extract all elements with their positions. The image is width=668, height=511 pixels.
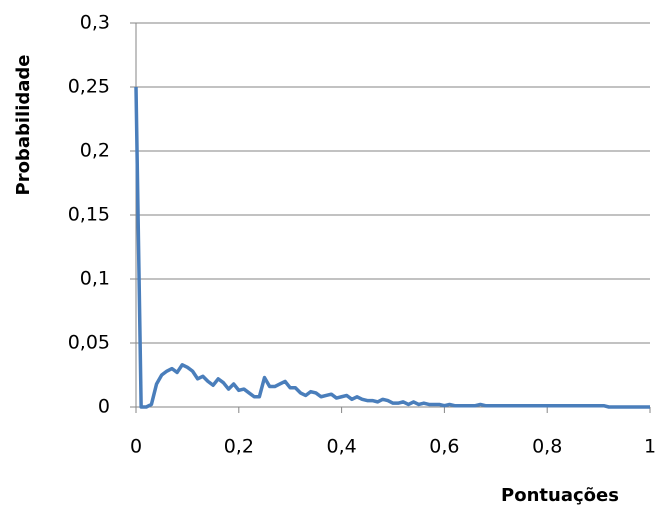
- y-tick-label: 0,3: [80, 12, 110, 34]
- y-tick-label: 0: [98, 396, 110, 418]
- x-tick-label: 0: [130, 436, 142, 458]
- y-axis-title: Probabilidade: [13, 55, 34, 196]
- y-tick-label: 0,2: [80, 140, 110, 162]
- x-tick-label: 0,8: [532, 436, 562, 458]
- x-tick-label: 0,6: [429, 436, 459, 458]
- x-tick-label: 0,2: [224, 436, 254, 458]
- data-line: [134, 86, 650, 409]
- y-tick-label: 0,25: [68, 76, 110, 98]
- y-tick-label: 0,1: [80, 268, 110, 290]
- y-tick-label: 0,05: [68, 332, 110, 354]
- x-tick-label: 0,4: [326, 436, 356, 458]
- x-axis-title: Pontuações: [501, 485, 619, 506]
- y-tick-label: 0,15: [68, 204, 110, 226]
- x-tick-label: 1: [644, 436, 656, 458]
